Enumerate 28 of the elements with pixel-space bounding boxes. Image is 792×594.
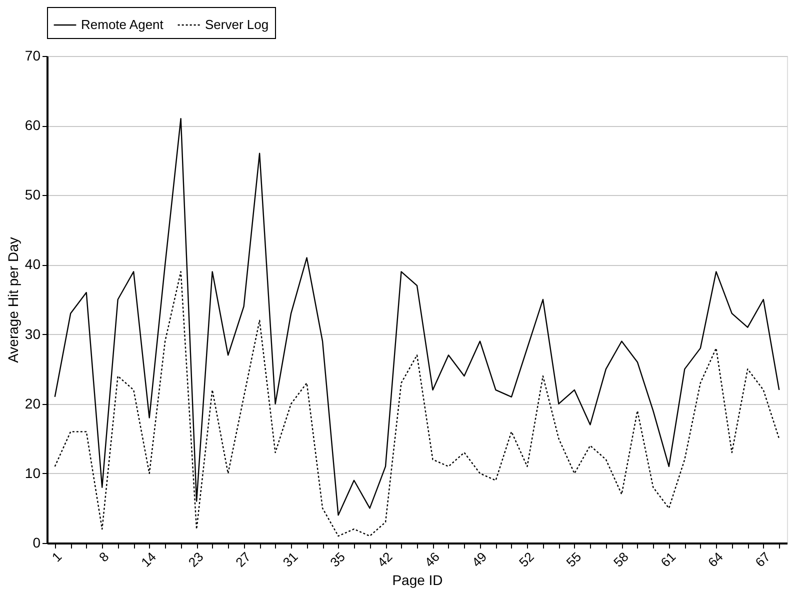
x-axis-title: Page ID	[392, 572, 443, 588]
x-tick-label: 49	[468, 549, 490, 570]
x-tick-label: 52	[516, 549, 537, 570]
x-tick-label: 1	[48, 549, 65, 565]
x-tick-label: 42	[374, 549, 396, 570]
y-tick-label: 60	[24, 117, 41, 134]
x-tick-label: 55	[563, 549, 584, 570]
x-tick-label: 14	[138, 549, 160, 570]
y-tick-label: 20	[24, 395, 41, 412]
y-tick-label: 50	[24, 186, 41, 203]
y-tick-label: 40	[24, 256, 41, 272]
x-tick-label: 46	[422, 549, 442, 570]
y-tick-label: 0	[32, 534, 41, 550]
x-tick-label: 67	[752, 549, 774, 570]
x-tick-label: 31	[280, 549, 301, 570]
x-tick-label: 64	[705, 549, 726, 570]
y-tick-label: 10	[24, 464, 41, 481]
x-tick-label: 61	[658, 549, 679, 570]
x-tick-label: 27	[232, 549, 254, 570]
legend-label: Remote Agent	[81, 17, 164, 32]
x-tick-label: 35	[327, 549, 348, 570]
y-axis-title: Average Hit per Day	[4, 237, 21, 363]
x-tick-label: 23	[185, 549, 206, 570]
y-tick-label: 30	[24, 326, 41, 342]
y-tick-label: 70	[24, 48, 41, 64]
x-tick-label: 8	[96, 549, 112, 565]
legend-label: Server Log	[205, 17, 269, 32]
x-tick-label: 58	[610, 549, 632, 570]
